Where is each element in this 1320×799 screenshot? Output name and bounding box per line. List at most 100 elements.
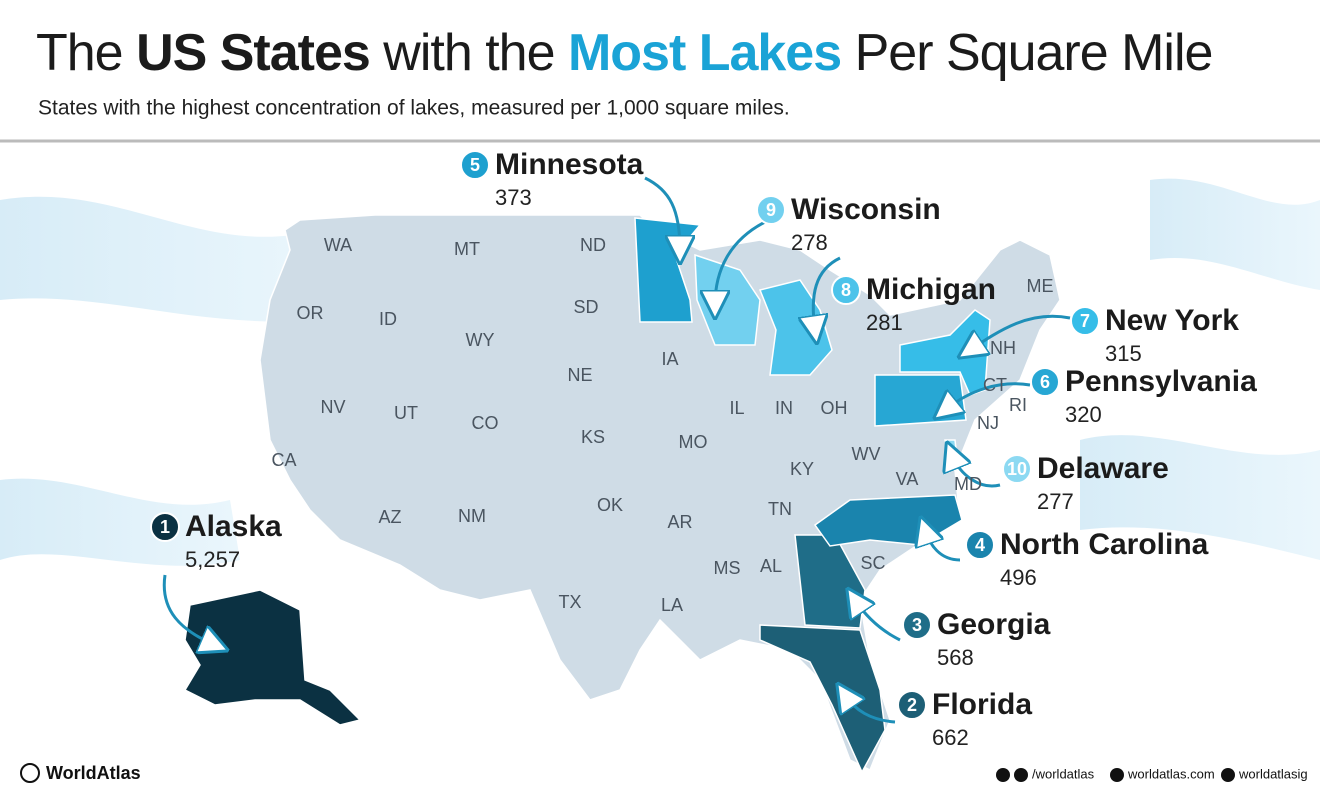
state-abbr: TX [558,592,581,612]
title-part: Most Lakes [568,24,841,82]
rank-badge [1070,306,1100,336]
rank-badge [965,530,995,560]
water-swirl [0,196,320,322]
state-name: Georgia [937,608,1051,641]
arrow [813,256,841,330]
lake-density: 277 [1037,489,1074,514]
arrow [945,382,1031,410]
lake-density: 315 [1105,341,1142,366]
rank-number: 7 [1080,311,1090,331]
state-abbr: MO [679,432,708,452]
rank-badge [150,512,180,542]
state-abbr: NH [990,338,1016,358]
header-band [0,0,1320,140]
rank-number: 3 [912,615,922,635]
state-abbr: NV [320,397,345,417]
rank-badge [1002,454,1032,484]
rank-number: 10 [1007,459,1027,479]
arrows [162,176,1071,724]
footer: WorldAtlas /worldatlas worldatlas.com wo… [20,763,1308,783]
rank-badge [831,275,861,305]
state-abbr: IA [661,349,678,369]
state-abbr: VA [896,469,919,489]
brand: WorldAtlas [46,763,141,783]
state-abbr: LA [661,595,683,615]
arrow [845,695,896,724]
rank-badge [902,610,932,640]
web-icon [1110,768,1124,782]
state-abbr: UT [394,403,418,423]
state-abbr: KS [581,427,605,447]
state-abbr: WY [466,330,495,350]
state-abbr: CT [983,375,1007,395]
lake-density: 568 [937,645,974,670]
title-part: Per Square Mile [841,24,1212,82]
arrow [644,176,680,250]
state-name: New York [1105,304,1239,337]
water-swirl [0,478,240,566]
lake-density: 496 [1000,565,1037,590]
state-abbr: SD [573,297,598,317]
state-abbr: NM [458,506,486,526]
rank-badge [460,150,490,180]
rank-number: 2 [907,695,917,715]
state-abbr: OR [297,303,324,323]
state-name: Pennsylvania [1065,365,1257,398]
rank-number: 8 [841,280,851,300]
instagram-icon [1221,768,1235,782]
youtube-icon [996,768,1010,782]
state-name: Michigan [866,273,996,306]
state-abbr: IN [775,398,793,418]
state-abbr: AR [667,512,692,532]
state-abbr: MD [954,474,982,494]
rank-badge [756,195,786,225]
state-abbr: AZ [378,507,401,527]
state-abbr: KY [790,459,814,479]
state-abbr: OK [597,495,623,515]
water-swirl [1080,435,1320,560]
state-abbr: MS [714,558,741,578]
state-abbr: CO [472,413,499,433]
title-part: with the [370,24,568,82]
website: worldatlas.com [1127,766,1215,781]
rank-number: 5 [470,155,480,175]
rank-number: 4 [975,535,985,555]
rank-badge [897,690,927,720]
state-name: Delaware [1037,452,1169,485]
arrow [715,220,766,305]
rank-number: 6 [1040,372,1050,392]
state-abbr: TN [768,499,792,519]
state-abbr: WA [324,235,352,255]
lake-density: 278 [791,230,828,255]
lake-density: 320 [1065,402,1102,427]
title: The US States with the Most Lakes Per Sq… [36,24,1212,82]
arrow [855,600,901,642]
state-shape [874,374,967,427]
state-name: Minnesota [495,148,644,181]
state-abbr: MT [454,239,480,259]
state-name: Wisconsin [791,193,941,226]
state-abbr: IL [729,398,744,418]
water-swirl [1150,178,1320,290]
instagram-handle: worldatlasig [1238,766,1308,781]
lake-density: 662 [932,725,969,750]
arrow [952,455,1001,488]
rank-number: 9 [766,200,776,220]
state-abbr: ND [580,235,606,255]
lake-density: 5,257 [185,547,240,572]
lake-density: 373 [495,185,532,210]
state-abbr: NE [567,365,592,385]
social-handle: /worldatlas [1032,766,1095,781]
state-shape [183,589,362,726]
state-name: Alaska [185,510,282,543]
state-name: North Carolina [1000,528,1209,561]
title-part: US States [136,24,370,82]
arrow [925,530,961,562]
state-abbr: AL [760,556,782,576]
lake-density: 281 [866,310,903,335]
state-abbr: NJ [977,413,999,433]
state-abbr: ME [1027,276,1054,296]
subtitle: States with the highest concentration of… [38,97,790,120]
